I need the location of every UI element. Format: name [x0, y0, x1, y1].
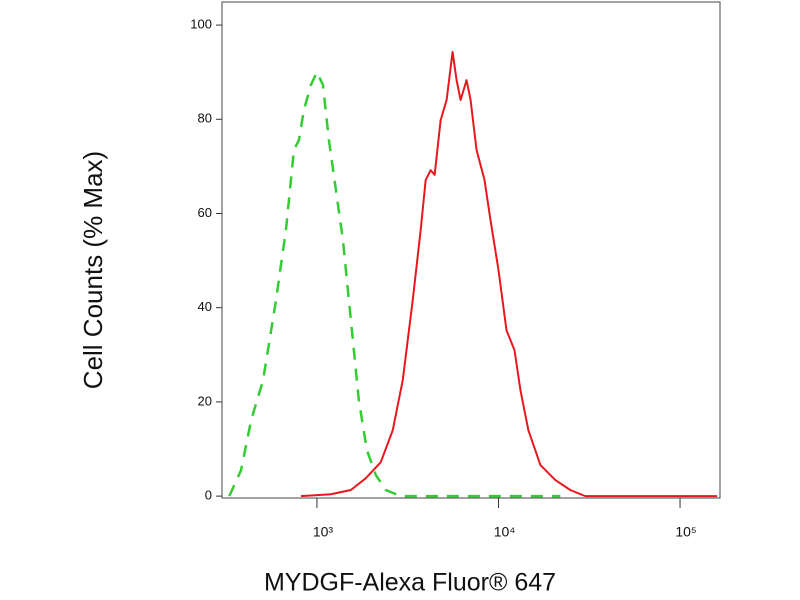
y-axis-label: Cell Counts (% Max): [78, 151, 108, 389]
series-line: [228, 70, 561, 498]
y-tick-label: 60: [198, 205, 212, 220]
plot-frame: [221, 1, 721, 499]
x-tick-label: 10⁴: [494, 524, 516, 540]
x-tick-label: 10³: [313, 524, 334, 540]
y-tick-label: 40: [198, 299, 212, 314]
y-tick-label: 0: [205, 488, 212, 503]
series-line: [300, 50, 718, 498]
x-axis-label: MYDGF-Alexa Fluor® 647: [264, 569, 556, 597]
y-tick-label: 80: [198, 111, 212, 126]
x-tick-label: 10⁵: [675, 524, 696, 540]
y-tick-label: 100: [190, 17, 212, 32]
y-tick-label: 20: [198, 393, 212, 408]
